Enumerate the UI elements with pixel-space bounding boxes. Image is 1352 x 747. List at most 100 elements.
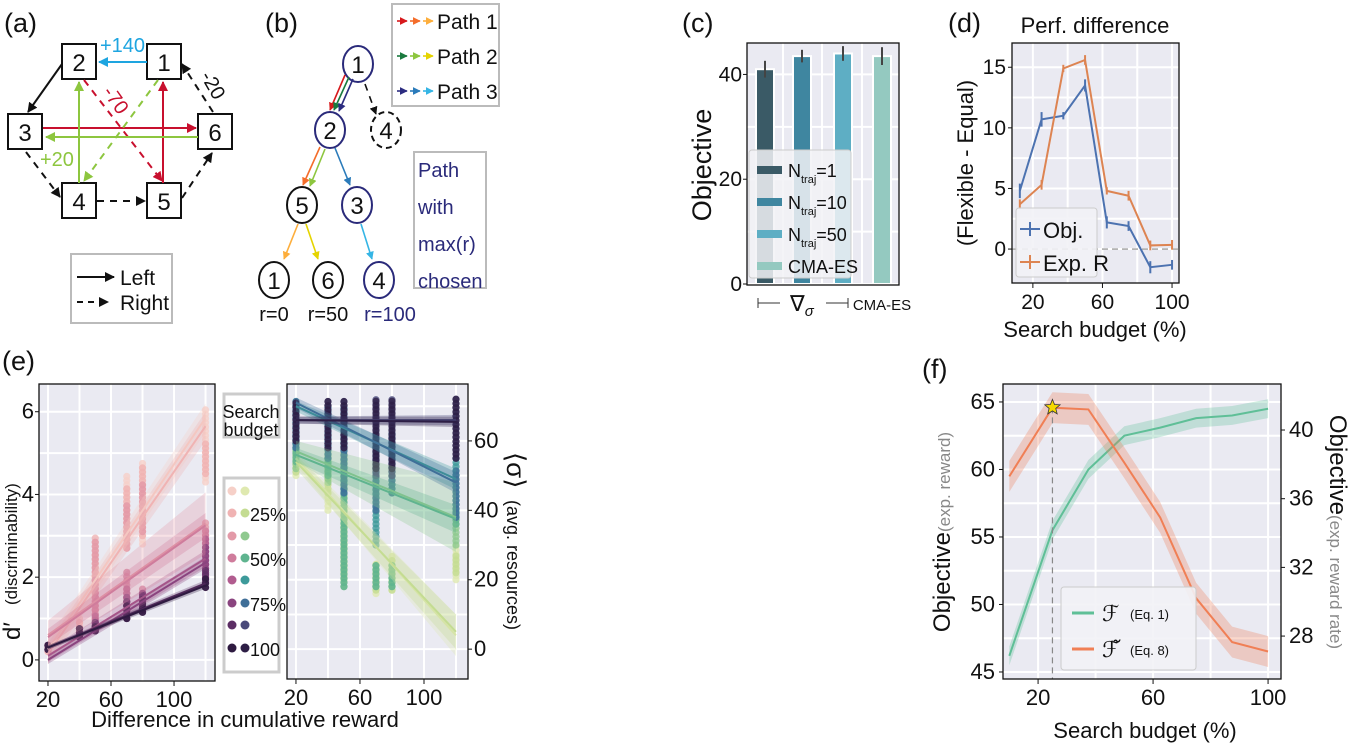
data-point [201, 527, 210, 535]
y-tick-label: 0 [994, 238, 1006, 261]
legend-symbol: ℱ̃ [1102, 637, 1121, 662]
data-point [75, 625, 84, 633]
tree-node-label: 2 [323, 118, 336, 145]
plot-border [286, 383, 469, 680]
path1-arrow-5-1 [282, 223, 299, 260]
tree-node-circle [363, 261, 395, 299]
state-label: 4 [72, 189, 85, 216]
y-tick-label: 28 [1289, 623, 1313, 648]
legend-dot-left [227, 531, 237, 541]
y-tick-label: 55 [971, 524, 995, 549]
y-tick-label: 40 [474, 497, 498, 522]
path2-arrow-5-6 [305, 223, 320, 260]
y-tick-label: 50 [971, 591, 995, 616]
arrow-5-to-6 [181, 152, 213, 199]
y-axis-label-right: Objective(exp. reward rate) [1324, 415, 1351, 649]
tree-node-l2a: 5 [286, 186, 318, 224]
data-point [123, 485, 131, 493]
path3-arrow-3-4 [360, 223, 374, 260]
y-tick-label: 45 [971, 659, 995, 684]
data-point [138, 481, 147, 489]
tree-node-circle [258, 261, 290, 299]
data-point [201, 566, 210, 575]
x-tick-label: 100 [406, 685, 443, 710]
legend-dot-left [227, 553, 237, 563]
data-point [452, 467, 460, 475]
legend-dot-left [227, 620, 237, 630]
arrow-1-to-4-dashed [364, 83, 378, 115]
x-tick-label: 20 [284, 685, 308, 710]
state-label: 6 [208, 120, 221, 147]
regression-line [295, 450, 457, 519]
legend-suffix: =50 [816, 225, 847, 245]
y-tick-label: 0 [22, 647, 34, 672]
tree-node-label: 1 [351, 52, 364, 79]
data-point [452, 552, 460, 560]
y-axis-symbol: d′ [0, 622, 26, 640]
state-box [197, 113, 233, 150]
regression-line [295, 401, 457, 484]
x-axis-label: Search budget (%) [1003, 317, 1186, 342]
note-line: Path [418, 160, 459, 182]
legend-path-3: Path 3 [437, 81, 498, 104]
state-node-4: 4 [61, 182, 97, 219]
x-tick-label: 60 [1091, 291, 1114, 314]
legend-path-2: Path 2 [437, 46, 498, 69]
legend-box-d [1015, 207, 1098, 278]
legend-label: Obj. [1043, 218, 1083, 243]
legend-left-label: Left [120, 267, 155, 290]
y-tick-label: 10 [983, 117, 1006, 140]
legend-budget-label: 100 [250, 640, 280, 660]
legend-sub: traj [801, 174, 816, 186]
data-point [91, 612, 99, 620]
reward-label-blue: +140 [100, 35, 145, 57]
legend-dot-right [240, 598, 250, 608]
data-point [123, 472, 131, 481]
reward-r50: r=50 [308, 304, 349, 326]
panel-label-b: (b) [265, 8, 298, 38]
legend-dot-right [240, 620, 250, 630]
legend-dot-left [227, 508, 237, 518]
y-tick-label: 0 [474, 636, 486, 661]
y-tick-label: 0 [730, 273, 742, 296]
state-label: 2 [72, 50, 85, 77]
x-tick-label-gradient: ∇σ [789, 291, 815, 320]
legend-label: (Eq. 8) [1130, 643, 1169, 658]
legend-dot-right [240, 508, 250, 518]
legend-main: CMA-ES [788, 257, 858, 277]
y-tick-label: 65 [971, 389, 995, 414]
tree-node-label: 3 [350, 193, 363, 220]
legend-dot-right [240, 553, 250, 563]
series-line-1 [1008, 406, 1269, 653]
regression-line [47, 522, 207, 636]
legend-swatch [757, 166, 782, 174]
y-tick-label: 20 [719, 168, 742, 191]
y-axis-label: (Flexible - Equal) [953, 80, 978, 246]
legend-sub: traj [801, 206, 816, 218]
bar-3 [872, 55, 892, 285]
y-tick-label: 4 [22, 481, 34, 506]
tree-node-l1a: 2 [314, 111, 346, 149]
legend-title: Search [222, 402, 279, 422]
x-tick-label: 100 [1250, 685, 1287, 710]
data-point [452, 395, 460, 403]
legend-dot-right [240, 486, 250, 496]
y-tick-label: 5 [994, 177, 1006, 200]
note-box [413, 151, 487, 289]
tree-node-circle [342, 45, 374, 83]
tree-node-circle [312, 261, 344, 299]
legend-main: N [788, 225, 801, 245]
tree-node-circle [341, 186, 373, 224]
state-label: 1 [157, 50, 170, 77]
y-axis-symbol: ⟨σ⟩ [501, 452, 531, 488]
legend-box-a [70, 253, 173, 324]
data-point [201, 543, 210, 551]
reward-label-red: -70 [98, 82, 133, 118]
data-point [372, 397, 380, 405]
data-point [388, 397, 396, 405]
data-point [123, 585, 131, 593]
legend-label: Ntraj=10 [788, 193, 847, 218]
reward-r0: r=0 [259, 304, 288, 326]
